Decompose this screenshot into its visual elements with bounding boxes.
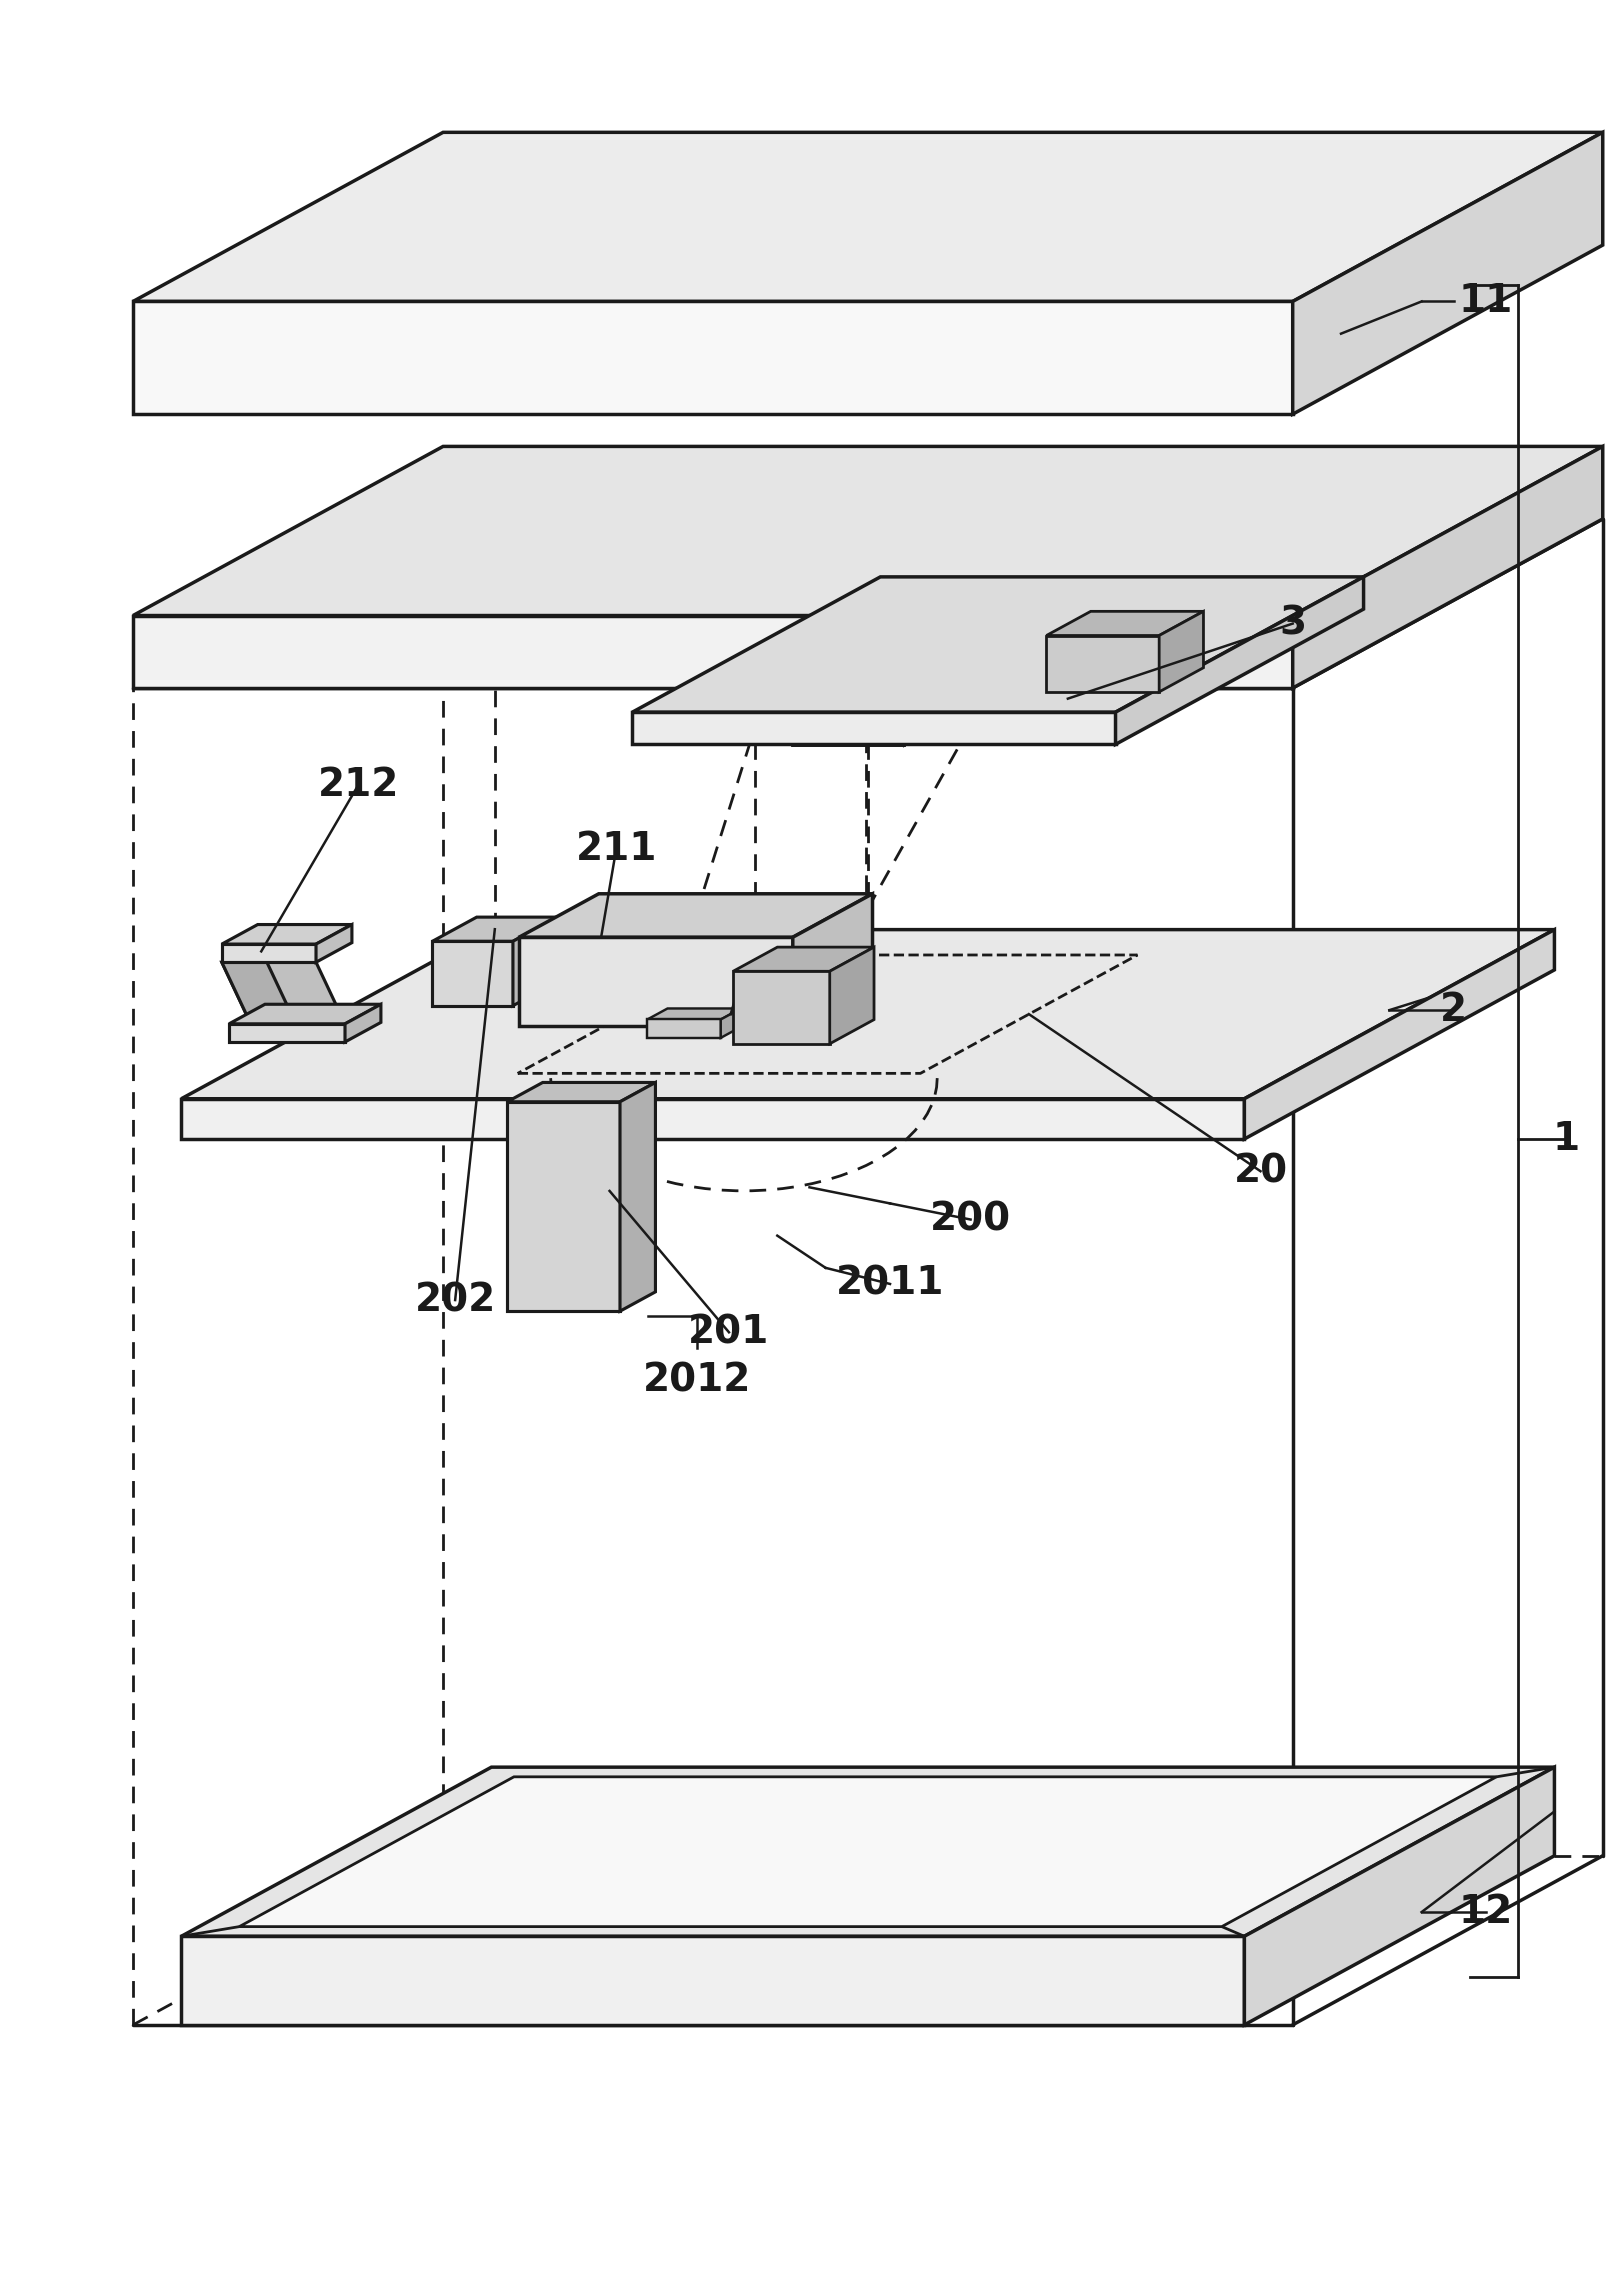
Text: 202: 202: [414, 1280, 495, 1319]
Polygon shape: [240, 1777, 1496, 1927]
Polygon shape: [222, 943, 316, 961]
Polygon shape: [316, 925, 351, 961]
Polygon shape: [792, 724, 944, 745]
Polygon shape: [733, 948, 874, 970]
Polygon shape: [222, 961, 345, 1023]
Polygon shape: [1245, 1768, 1554, 2025]
Polygon shape: [733, 970, 829, 1043]
Polygon shape: [740, 1009, 832, 1021]
Polygon shape: [633, 576, 1363, 713]
Text: 211: 211: [575, 829, 657, 868]
Text: 2011: 2011: [835, 1264, 944, 1303]
Polygon shape: [181, 929, 1554, 1098]
Polygon shape: [181, 1768, 1554, 1936]
Text: 11: 11: [1459, 282, 1514, 321]
Polygon shape: [648, 1009, 742, 1021]
Polygon shape: [133, 446, 1603, 615]
Polygon shape: [222, 943, 287, 1023]
Polygon shape: [520, 893, 873, 936]
Polygon shape: [133, 132, 1603, 301]
Text: 201: 201: [688, 1314, 769, 1351]
Polygon shape: [222, 925, 351, 943]
Text: 2012: 2012: [643, 1362, 751, 1399]
Polygon shape: [133, 615, 1292, 688]
Polygon shape: [1159, 611, 1203, 693]
Polygon shape: [720, 1009, 742, 1039]
Polygon shape: [181, 1936, 1245, 2025]
Polygon shape: [1292, 132, 1603, 415]
Polygon shape: [507, 1082, 656, 1103]
Polygon shape: [813, 1009, 832, 1039]
Polygon shape: [648, 1021, 720, 1039]
Polygon shape: [432, 941, 513, 1005]
Polygon shape: [345, 1005, 380, 1041]
Polygon shape: [228, 1023, 345, 1041]
Polygon shape: [1245, 929, 1554, 1139]
Polygon shape: [740, 1021, 813, 1039]
Polygon shape: [228, 1005, 380, 1023]
Polygon shape: [432, 918, 557, 941]
Polygon shape: [520, 936, 793, 1025]
Polygon shape: [133, 301, 1292, 415]
Polygon shape: [1292, 446, 1603, 688]
Text: 3: 3: [1279, 604, 1307, 642]
Polygon shape: [905, 674, 944, 745]
Polygon shape: [1046, 636, 1159, 693]
Polygon shape: [507, 1103, 620, 1312]
Polygon shape: [793, 893, 873, 1025]
Text: 200: 200: [929, 1201, 1012, 1239]
Polygon shape: [1115, 576, 1363, 745]
Polygon shape: [633, 713, 1115, 745]
Polygon shape: [792, 697, 905, 745]
Text: 20: 20: [1234, 1153, 1287, 1189]
Polygon shape: [181, 1098, 1245, 1139]
Text: 12: 12: [1459, 1893, 1514, 1932]
Polygon shape: [1046, 611, 1203, 636]
Polygon shape: [829, 948, 874, 1043]
Text: 212: 212: [317, 765, 400, 804]
Polygon shape: [620, 1082, 656, 1312]
Text: 1: 1: [1553, 1121, 1580, 1157]
Text: 2: 2: [1441, 991, 1467, 1030]
Polygon shape: [513, 918, 557, 1005]
